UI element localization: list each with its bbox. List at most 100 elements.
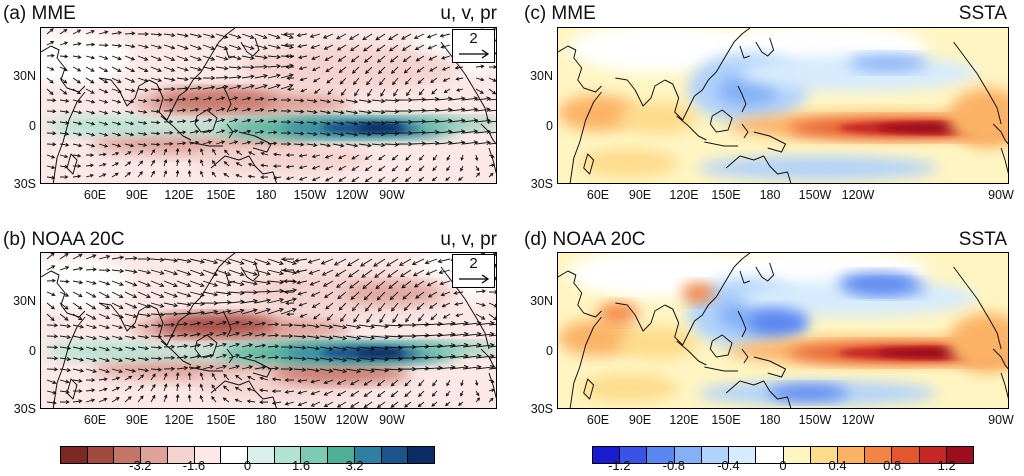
lon-label-150W: 150W	[293, 188, 327, 202]
colorbar-tick-label: 0.4	[828, 458, 847, 473]
lon-label-90E: 90E	[628, 188, 652, 202]
lon-label-180: 180	[759, 188, 781, 202]
colorbar-swatch	[140, 447, 167, 463]
colorbar-swatch	[782, 447, 810, 463]
lat-label-30S: 30S	[13, 402, 36, 416]
lon-label-60E: 60E	[83, 413, 107, 427]
colorbar-tick-label: 0.8	[883, 458, 902, 473]
colorbar-swatch	[273, 447, 301, 463]
panel-a-reference-value: 2	[469, 30, 478, 47]
colorbar-tick-label: 1.6	[292, 458, 311, 473]
colorbar-swatch	[407, 447, 435, 463]
reference-arrow-icon	[459, 274, 490, 284]
panel-d-variables: SSTA	[958, 229, 1007, 250]
colorbar-swatch	[728, 447, 756, 463]
lat-label-30N: 30N	[13, 294, 36, 308]
lon-label-90E: 90E	[125, 413, 149, 427]
colorbar-swatch	[353, 447, 381, 463]
lon-label-150W: 150W	[798, 188, 832, 202]
precip-colorbar	[60, 446, 435, 464]
colorbar-tick-label: -1.2	[608, 458, 631, 473]
lat-label-30N: 30N	[530, 69, 553, 83]
lon-label-120W: 120W	[841, 188, 875, 202]
lon-label-120E: 120E	[164, 413, 194, 427]
colorbar-tick-label: -0.8	[662, 458, 686, 473]
panel-c-map	[557, 27, 1009, 184]
lat-label-30S: 30S	[13, 177, 36, 191]
coastlines	[558, 253, 1008, 408]
lon-label-150W: 150W	[798, 413, 832, 427]
colorbar-swatch	[673, 447, 701, 463]
colorbar-swatch	[61, 447, 87, 463]
colorbar-swatch	[700, 447, 729, 463]
reference-arrow-icon	[459, 49, 490, 59]
colorbar-tick-label: -3.2	[129, 458, 152, 473]
colorbar-swatch	[864, 447, 892, 463]
lat-label-30S: 30S	[530, 177, 553, 191]
lat-label-30S: 30S	[530, 402, 553, 416]
colorbar-swatch	[945, 447, 974, 463]
panel-a-map	[40, 27, 497, 184]
lon-label-60E: 60E	[586, 413, 610, 427]
panel-b-variables: u, v, pr	[440, 229, 497, 250]
colorbar-swatch	[918, 447, 946, 463]
colorbar-tick-label: 3.2	[345, 458, 364, 473]
lat-label-0: 0	[29, 344, 36, 358]
lat-label-0: 0	[29, 119, 36, 133]
panel-a-title: (a) MME	[3, 3, 76, 24]
colorbar-swatch	[86, 447, 114, 463]
panel-d-title: (d) NOAA 20C	[524, 229, 646, 250]
lon-label-90E: 90E	[125, 188, 149, 202]
map-field	[558, 253, 1008, 408]
colorbar-tick-label: -1.6	[182, 458, 206, 473]
lon-label-150E: 150E	[206, 188, 236, 202]
wind-vectors	[46, 28, 496, 183]
lon-label-120W: 120W	[335, 188, 369, 202]
colorbar-swatch	[593, 447, 620, 463]
map-field	[41, 28, 496, 183]
colorbar-swatch	[113, 447, 141, 463]
lon-label-90W: 90W	[988, 188, 1014, 202]
lat-label-0: 0	[546, 344, 553, 358]
lon-label-90W: 90W	[379, 188, 405, 202]
colorbar-tick-label: 0	[779, 458, 787, 473]
lat-label-30N: 30N	[13, 69, 36, 83]
lat-label-0: 0	[546, 119, 553, 133]
lon-label-90E: 90E	[628, 413, 652, 427]
colorbar-swatch	[755, 447, 783, 463]
colorbar-swatch	[247, 447, 274, 463]
lon-label-120E: 120E	[669, 188, 699, 202]
colorbar-tick-label: 0	[243, 458, 252, 473]
lon-label-60E: 60E	[83, 188, 107, 202]
colorbar-swatch	[193, 447, 221, 463]
map-field	[558, 28, 1008, 183]
panel-c-title: (c) MME	[524, 3, 596, 24]
panel-c-variables: SSTA	[958, 3, 1007, 24]
panel-a-variables: u, v, pr	[440, 3, 497, 24]
colorbar-swatch	[166, 447, 194, 463]
colorbar-swatch	[646, 447, 674, 463]
lon-label-180: 180	[759, 413, 781, 427]
colorbar-swatch	[380, 447, 408, 463]
panel-d-map	[557, 252, 1009, 409]
lat-label-30N: 30N	[530, 294, 553, 308]
lon-label-180: 180	[255, 188, 277, 202]
coastlines	[558, 28, 1008, 183]
lon-label-90W: 90W	[379, 413, 405, 427]
lon-label-150E: 150E	[711, 188, 741, 202]
lon-label-120W: 120W	[335, 413, 369, 427]
wind-vectors	[46, 253, 496, 408]
lon-label-120W: 120W	[841, 413, 875, 427]
colorbar-swatch	[300, 447, 328, 463]
colorbar-tick-label: -0.4	[717, 458, 740, 473]
colorbar-swatch	[836, 447, 865, 463]
panel-b-reference-value: 2	[469, 255, 478, 272]
map-field	[41, 253, 496, 408]
colorbar-swatch	[619, 447, 647, 463]
lon-label-150E: 150E	[711, 413, 741, 427]
panel-b-title: (b) NOAA 20C	[3, 229, 125, 250]
sst-colorbar	[592, 446, 974, 464]
colorbar-tick-label: 1.2	[937, 458, 956, 473]
panel-b-map	[40, 252, 497, 409]
lon-label-120E: 120E	[164, 188, 194, 202]
